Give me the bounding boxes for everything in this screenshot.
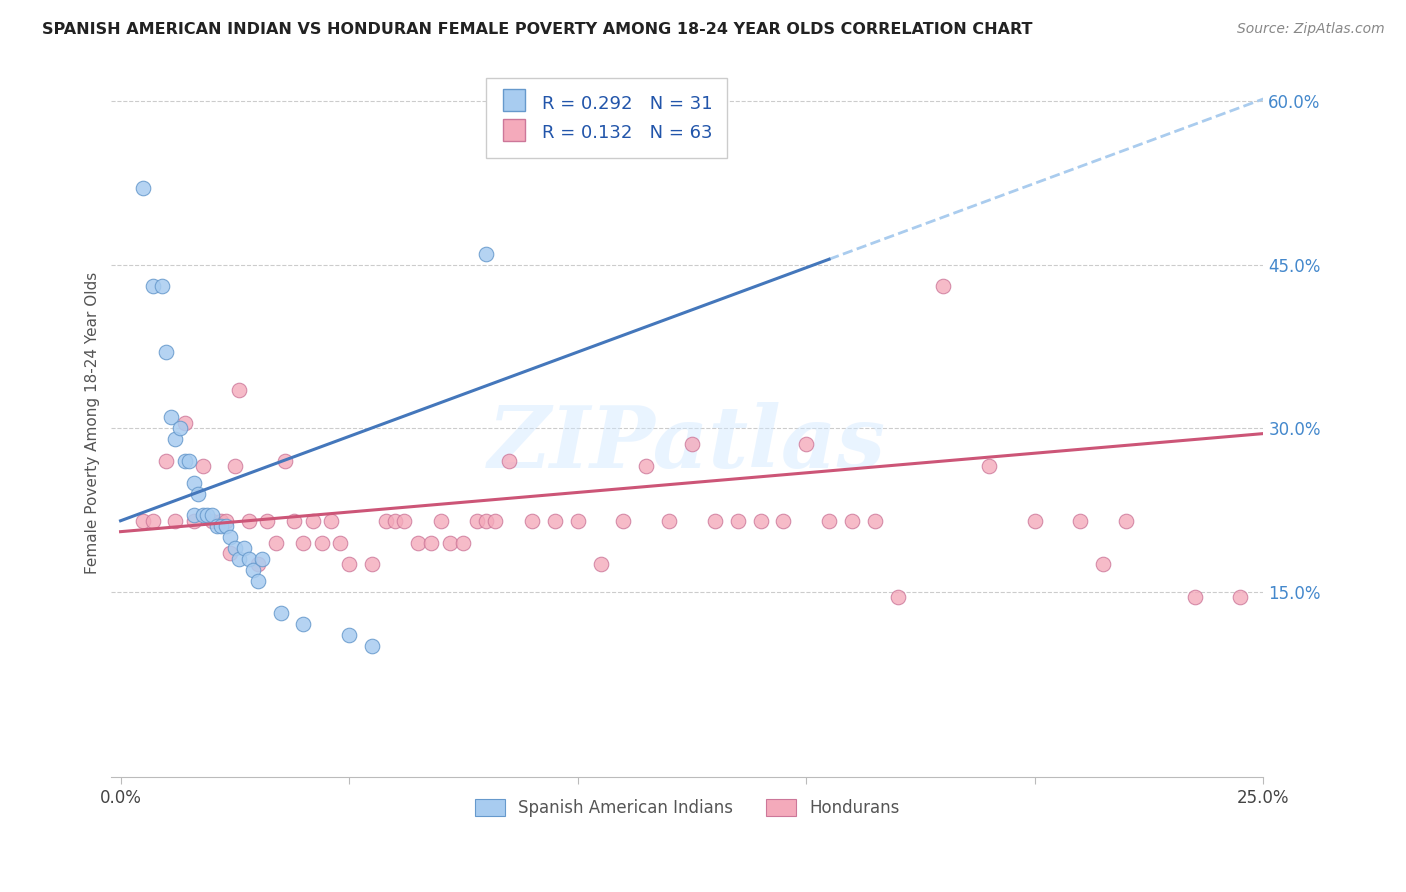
Text: Source: ZipAtlas.com: Source: ZipAtlas.com: [1237, 22, 1385, 37]
Point: [681, 437, 703, 451]
Point: [191, 508, 214, 523]
Point: [228, 383, 250, 397]
Point: [498, 454, 520, 468]
Legend: Spanish American Indians, Hondurans: Spanish American Indians, Hondurans: [467, 790, 908, 825]
Point: [224, 541, 246, 555]
Point: [228, 552, 250, 566]
Point: [1115, 514, 1137, 528]
Point: [612, 514, 634, 528]
Point: [183, 475, 205, 490]
Point: [520, 514, 543, 528]
Point: [155, 454, 177, 468]
Point: [201, 514, 224, 528]
Text: ZIPatlas: ZIPatlas: [488, 402, 886, 485]
Point: [484, 514, 506, 528]
Point: [246, 574, 269, 588]
Point: [772, 514, 794, 528]
Point: [238, 514, 260, 528]
Point: [337, 628, 360, 642]
Point: [329, 535, 352, 549]
Point: [142, 514, 165, 528]
Point: [1069, 514, 1091, 528]
Point: [1024, 514, 1046, 528]
Point: [465, 514, 488, 528]
Point: [589, 558, 612, 572]
Point: [292, 535, 315, 549]
Point: [191, 459, 214, 474]
Point: [197, 508, 219, 523]
Point: [179, 454, 201, 468]
Point: [420, 535, 443, 549]
Point: [132, 181, 155, 195]
Point: [201, 508, 224, 523]
Point: [209, 519, 232, 533]
Point: [187, 486, 209, 500]
Point: [841, 514, 863, 528]
Y-axis label: Female Poverty Among 18-24 Year Olds: Female Poverty Among 18-24 Year Olds: [86, 271, 100, 574]
Point: [256, 514, 278, 528]
Point: [658, 514, 681, 528]
Point: [283, 514, 305, 528]
Point: [209, 514, 232, 528]
Point: [219, 546, 242, 560]
Point: [1229, 590, 1251, 604]
Point: [274, 454, 297, 468]
Point: [183, 514, 205, 528]
Point: [429, 514, 451, 528]
Point: [205, 519, 228, 533]
Point: [165, 432, 187, 446]
Point: [165, 514, 187, 528]
Point: [224, 459, 246, 474]
Point: [337, 558, 360, 572]
Point: [439, 535, 461, 549]
Point: [475, 514, 498, 528]
Point: [301, 514, 323, 528]
Point: [727, 514, 749, 528]
Point: [703, 514, 725, 528]
Point: [238, 552, 260, 566]
Point: [246, 558, 269, 572]
Point: [160, 410, 183, 425]
Point: [406, 535, 429, 549]
Point: [270, 607, 292, 621]
Point: [749, 514, 772, 528]
Point: [374, 514, 396, 528]
Point: [252, 552, 274, 566]
Point: [142, 279, 165, 293]
Point: [932, 279, 955, 293]
Point: [292, 617, 315, 632]
Point: [863, 514, 886, 528]
Point: [1092, 558, 1115, 572]
Point: [1184, 590, 1206, 604]
Point: [155, 344, 177, 359]
Point: [242, 563, 264, 577]
Point: [319, 514, 342, 528]
Point: [233, 541, 256, 555]
Point: [311, 535, 333, 549]
Point: [977, 459, 1000, 474]
Text: SPANISH AMERICAN INDIAN VS HONDURAN FEMALE POVERTY AMONG 18-24 YEAR OLDS CORRELA: SPANISH AMERICAN INDIAN VS HONDURAN FEMA…: [42, 22, 1032, 37]
Point: [169, 421, 191, 435]
Point: [453, 535, 475, 549]
Point: [150, 279, 173, 293]
Point: [794, 437, 817, 451]
Point: [361, 639, 384, 653]
Point: [132, 514, 155, 528]
Point: [567, 514, 589, 528]
Point: [544, 514, 567, 528]
Point: [215, 514, 238, 528]
Point: [818, 514, 841, 528]
Point: [219, 530, 242, 544]
Point: [215, 519, 238, 533]
Point: [384, 514, 406, 528]
Point: [361, 558, 384, 572]
Point: [392, 514, 415, 528]
Point: [173, 416, 195, 430]
Point: [173, 454, 195, 468]
Point: [264, 535, 287, 549]
Point: [636, 459, 658, 474]
Point: [886, 590, 908, 604]
Point: [183, 508, 205, 523]
Point: [475, 247, 498, 261]
